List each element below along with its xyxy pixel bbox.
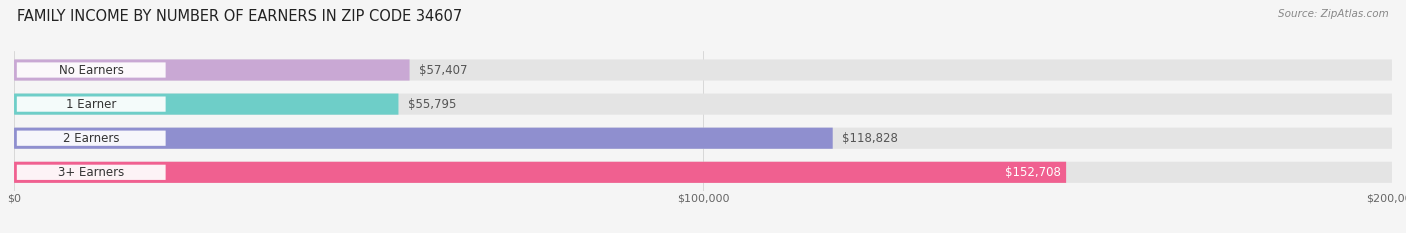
FancyBboxPatch shape: [17, 131, 166, 146]
Text: 1 Earner: 1 Earner: [66, 98, 117, 111]
FancyBboxPatch shape: [14, 162, 1066, 183]
FancyBboxPatch shape: [17, 96, 166, 112]
FancyBboxPatch shape: [17, 165, 166, 180]
Text: No Earners: No Earners: [59, 64, 124, 76]
Text: FAMILY INCOME BY NUMBER OF EARNERS IN ZIP CODE 34607: FAMILY INCOME BY NUMBER OF EARNERS IN ZI…: [17, 9, 463, 24]
FancyBboxPatch shape: [14, 59, 409, 81]
Text: $152,708: $152,708: [1005, 166, 1060, 179]
FancyBboxPatch shape: [14, 162, 1392, 183]
FancyBboxPatch shape: [17, 62, 166, 78]
Text: $57,407: $57,407: [419, 64, 468, 76]
FancyBboxPatch shape: [14, 59, 1392, 81]
FancyBboxPatch shape: [14, 93, 1392, 115]
Text: 2 Earners: 2 Earners: [63, 132, 120, 145]
Text: 3+ Earners: 3+ Earners: [58, 166, 124, 179]
FancyBboxPatch shape: [14, 128, 832, 149]
FancyBboxPatch shape: [14, 128, 1392, 149]
Text: Source: ZipAtlas.com: Source: ZipAtlas.com: [1278, 9, 1389, 19]
Text: $55,795: $55,795: [408, 98, 457, 111]
Text: $118,828: $118,828: [842, 132, 898, 145]
FancyBboxPatch shape: [14, 93, 398, 115]
